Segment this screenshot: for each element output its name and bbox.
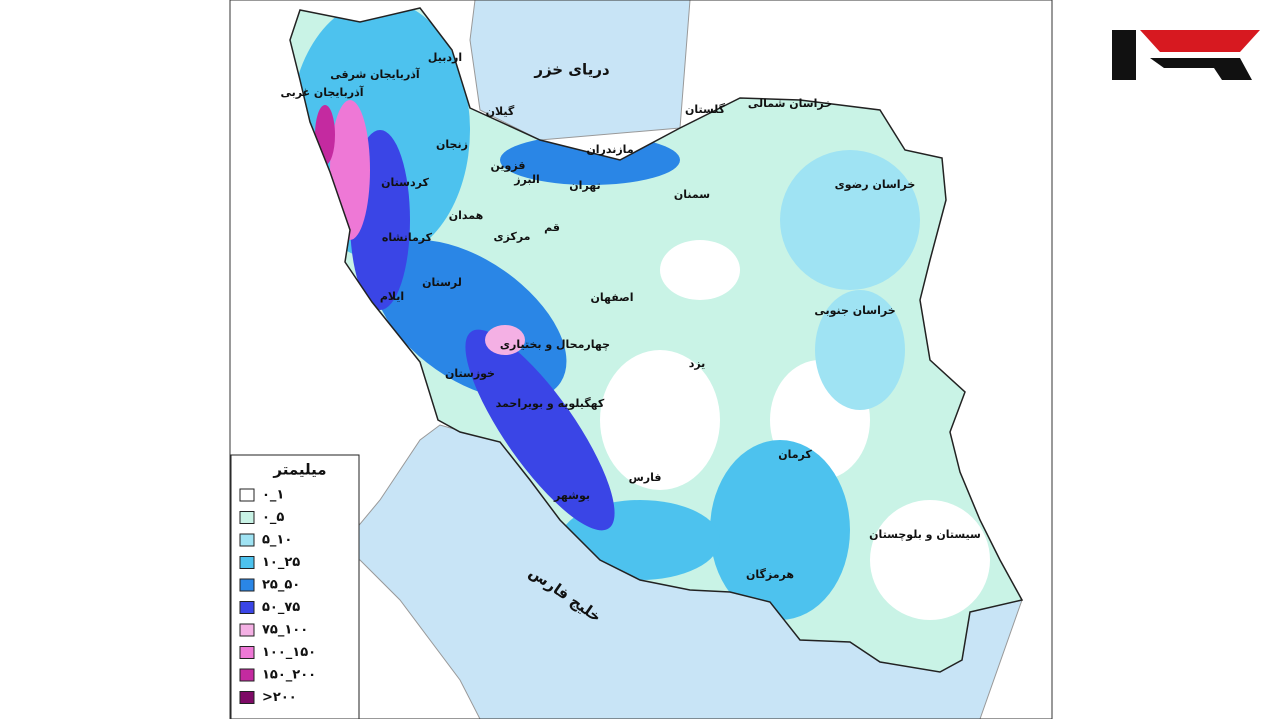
province-label: کرمانشاه bbox=[382, 231, 433, 244]
legend-label: ۲۵_۵۰ bbox=[262, 578, 300, 593]
logo bbox=[1112, 30, 1260, 80]
province-label: سمنان bbox=[674, 188, 710, 201]
legend-label: ۵۰_۷۵ bbox=[262, 600, 300, 615]
province-label: مازندران bbox=[586, 143, 633, 156]
province-label: یزد bbox=[689, 357, 706, 370]
legend-swatch bbox=[239, 511, 255, 524]
province-label: هرمزگان bbox=[746, 568, 794, 581]
province-label: قم bbox=[544, 221, 560, 234]
legend-swatch bbox=[239, 623, 255, 637]
legend-swatch bbox=[239, 488, 255, 502]
legend-swatch bbox=[239, 578, 255, 592]
province-label: مرکزی bbox=[494, 230, 531, 243]
province-label: خوزستان bbox=[445, 367, 495, 380]
legend-label: ۷۵_۱۰۰ bbox=[262, 623, 308, 638]
province-label: خراسان رضوی bbox=[835, 178, 916, 191]
legend-swatch bbox=[239, 556, 255, 569]
legend-label: ۵_۱۰ bbox=[262, 533, 292, 548]
legend-title: میلیمتر bbox=[272, 461, 326, 479]
legend-swatch bbox=[239, 601, 255, 614]
province-label: ایلام bbox=[380, 290, 404, 303]
legend-swatch bbox=[239, 533, 255, 547]
map-area bbox=[230, 0, 1052, 719]
legend-swatch bbox=[239, 691, 255, 704]
legend-label: ۱۰۰_۱۵۰ bbox=[262, 645, 316, 660]
legend-swatch bbox=[239, 668, 255, 682]
province-label: البرز bbox=[513, 173, 540, 186]
province-label: گیلان bbox=[486, 105, 515, 118]
province-label: اردبیل bbox=[428, 51, 462, 64]
province-label: خراسان شمالی bbox=[748, 97, 832, 110]
province-label: اصفهان bbox=[590, 291, 633, 304]
legend-swatch bbox=[239, 646, 255, 659]
legend-label: ۱۰_۲۵ bbox=[262, 555, 300, 570]
province-label: تهران bbox=[569, 179, 600, 192]
province-label: فارس bbox=[629, 471, 662, 484]
province-label: کردستان bbox=[381, 176, 429, 189]
province-label: آذربایجان شرقی bbox=[330, 67, 420, 81]
province-label: آذربایجان غربی bbox=[280, 85, 363, 99]
province-label: گلستان bbox=[685, 103, 726, 116]
legend-label: ۰_۱ bbox=[262, 488, 284, 503]
province-label: لرستان bbox=[422, 276, 462, 289]
province-label: سیستان و بلوچستان bbox=[869, 528, 981, 541]
province-label: خراسان جنوبی bbox=[814, 304, 895, 317]
legend-label: >۲۰۰ bbox=[262, 690, 297, 705]
province-label: چهارمحال و بختیاری bbox=[500, 338, 610, 351]
legend-label: ۰_۵ bbox=[262, 510, 284, 525]
province-label: زنجان bbox=[436, 138, 468, 151]
province-label: قزوین bbox=[491, 159, 526, 172]
province-label: همدان bbox=[449, 209, 484, 222]
legend-label: ۱۵۰_۲۰۰ bbox=[262, 668, 316, 683]
province-label: کرمان bbox=[778, 448, 812, 461]
sea-label: دریای خزر bbox=[533, 61, 610, 79]
province-label: بوشهر bbox=[553, 489, 590, 502]
province-label: کهگیلویه و بویراحمد bbox=[496, 397, 605, 410]
frame bbox=[229, 0, 1053, 719]
